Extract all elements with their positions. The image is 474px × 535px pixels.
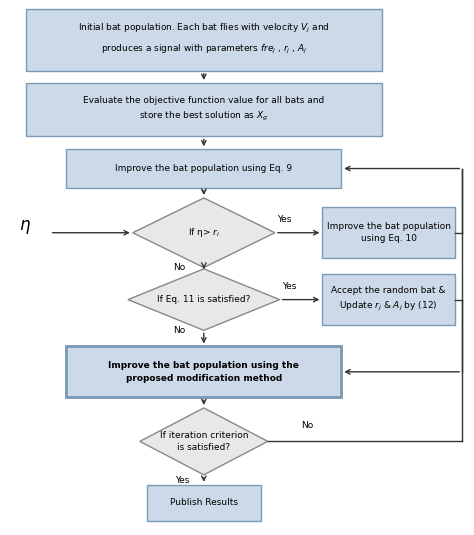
- Polygon shape: [133, 198, 275, 268]
- Text: produces a signal with parameters $\it{fre}_j$ , $r_j$ , $A_j$: produces a signal with parameters $\it{f…: [100, 43, 307, 56]
- Text: Yes: Yes: [282, 282, 296, 291]
- Bar: [66, 149, 341, 188]
- Text: Accept the random bat &
Update $r_j$ & $A_j$ by (12): Accept the random bat & Update $r_j$ & $…: [331, 286, 446, 313]
- Text: Initial bat population. Each bat flies with velocity $V_j$ and: Initial bat population. Each bat flies w…: [78, 22, 329, 35]
- Text: If iteration criterion
is satisfied?: If iteration criterion is satisfied?: [160, 431, 248, 452]
- Polygon shape: [140, 408, 268, 475]
- Bar: [26, 83, 382, 136]
- Bar: [26, 9, 382, 71]
- Text: η: η: [19, 216, 29, 234]
- Text: No: No: [173, 263, 185, 272]
- Text: Yes: Yes: [277, 215, 292, 224]
- Text: No: No: [301, 421, 313, 430]
- Bar: [322, 274, 455, 325]
- Text: Improve the bat population
using Eq. 10: Improve the bat population using Eq. 10: [327, 222, 451, 243]
- Bar: [322, 208, 455, 258]
- Text: No: No: [173, 326, 185, 335]
- Text: Improve the bat population using the
proposed modification method: Improve the bat population using the pro…: [109, 361, 299, 383]
- Polygon shape: [128, 269, 280, 330]
- Text: Improve the bat population using Eq. 9: Improve the bat population using Eq. 9: [115, 164, 292, 173]
- Text: Publish Results: Publish Results: [170, 499, 238, 507]
- Bar: [147, 485, 261, 521]
- Bar: [66, 347, 341, 397]
- Text: Evaluate the objective function value for all bats and
store the best solution a: Evaluate the objective function value fo…: [83, 96, 324, 123]
- Text: Yes: Yes: [175, 476, 190, 485]
- Text: If η> $r_i$: If η> $r_i$: [188, 226, 220, 239]
- Text: If Eq. 11 is satisfied?: If Eq. 11 is satisfied?: [157, 295, 250, 304]
